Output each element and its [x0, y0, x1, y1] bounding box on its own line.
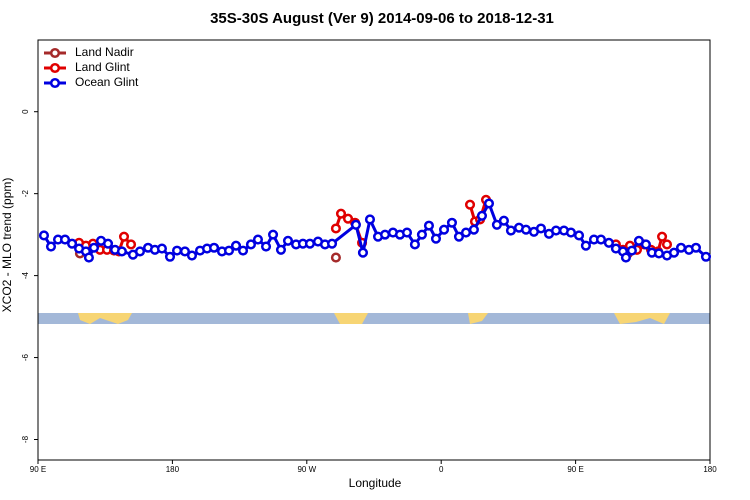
data-point	[675, 242, 687, 253]
data-point	[453, 231, 465, 242]
data-point	[357, 247, 368, 258]
data-point	[423, 220, 435, 231]
data-point	[102, 238, 114, 249]
data-point	[237, 245, 249, 256]
data-point	[653, 248, 664, 259]
data-point	[282, 235, 294, 246]
data-point	[626, 245, 637, 256]
data-point	[164, 251, 176, 262]
chart-title: 35S-30S August (Ver 9) 2014-09-06 to 201…	[210, 10, 554, 27]
data-point	[209, 242, 220, 253]
data-point	[491, 219, 502, 230]
data-point	[657, 231, 668, 242]
data-point	[304, 238, 315, 249]
data-point	[476, 210, 488, 221]
data-point	[520, 224, 532, 235]
data-point	[620, 252, 631, 263]
data-point	[416, 229, 427, 240]
data-point	[275, 244, 287, 255]
x-tick-label: 90 E	[567, 465, 583, 474]
data-point	[223, 245, 235, 256]
data-point	[573, 230, 585, 241]
legend-swatch-marker	[49, 77, 61, 89]
data-point	[661, 239, 673, 250]
data-point	[438, 224, 450, 235]
data-point	[401, 227, 413, 238]
data-point	[83, 252, 94, 263]
data-point	[550, 225, 562, 236]
data-point	[350, 219, 361, 230]
data-point	[156, 243, 167, 254]
data-point	[260, 241, 272, 252]
data-point	[505, 225, 516, 236]
legend-label: Land Glint	[75, 60, 130, 74]
y-axis-label: XCO2 - MLO trend (ppm)	[0, 178, 14, 313]
data-point	[380, 229, 391, 240]
data-point	[171, 245, 183, 256]
data-point	[179, 246, 190, 257]
data-point	[535, 223, 547, 234]
data-point	[464, 199, 476, 210]
data-point	[116, 246, 127, 257]
data-point	[186, 250, 198, 261]
map-strip	[38, 313, 710, 324]
data-point	[134, 246, 146, 257]
data-point	[330, 223, 341, 234]
data-point	[88, 242, 100, 253]
data-point	[603, 237, 614, 248]
data-point	[45, 241, 57, 252]
data-point	[230, 240, 242, 251]
data-point	[326, 238, 338, 249]
legend-label: Ocean Glint	[75, 75, 139, 89]
x-tick-label: 90 W	[297, 465, 316, 474]
legend-swatch-marker	[49, 62, 61, 74]
data-point	[430, 233, 442, 244]
data-point	[595, 234, 607, 245]
data-point	[498, 215, 509, 226]
data-point	[125, 239, 137, 250]
data-point	[446, 217, 458, 228]
x-tick-label: 90 E	[30, 465, 46, 474]
data-point	[118, 231, 130, 242]
data-point	[59, 234, 71, 245]
data-point	[66, 238, 78, 249]
data-point	[700, 251, 712, 262]
data-point	[690, 242, 702, 253]
data-point	[268, 229, 279, 240]
y-tick-label: 0	[21, 109, 30, 114]
data-point	[483, 198, 495, 209]
data-point	[409, 239, 420, 250]
data-point	[468, 224, 479, 235]
y-tick-label: -2	[21, 190, 30, 198]
x-tick-label: 180	[703, 465, 717, 474]
data-point	[330, 252, 341, 263]
data-point	[364, 214, 376, 225]
plot-frame	[37, 39, 711, 461]
data-point	[335, 208, 347, 219]
data-point	[245, 239, 256, 250]
x-tick-label: 0	[439, 465, 444, 474]
data-point	[38, 230, 50, 241]
data-point	[460, 227, 472, 238]
data-point	[565, 227, 577, 238]
x-axis-label: Longitude	[349, 476, 402, 490]
data-point	[342, 213, 354, 224]
data-point	[580, 240, 591, 251]
legend-swatch-marker	[49, 47, 61, 59]
data-point	[668, 247, 680, 258]
data-point	[640, 239, 651, 250]
legend-label: Land Nadir	[75, 45, 134, 59]
x-tick-label: 180	[166, 465, 180, 474]
y-tick-label: -4	[21, 272, 30, 280]
y-tick-label: -6	[21, 353, 30, 361]
y-tick-label: -8	[21, 435, 30, 443]
data-point	[252, 234, 264, 245]
